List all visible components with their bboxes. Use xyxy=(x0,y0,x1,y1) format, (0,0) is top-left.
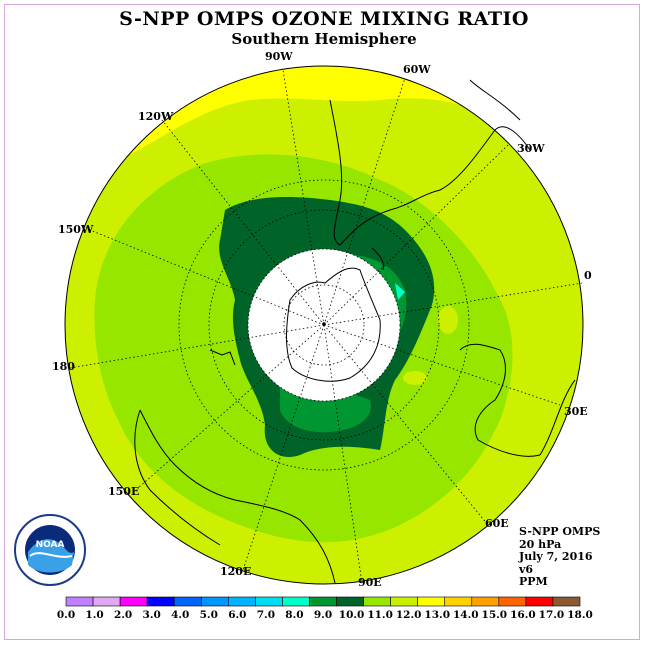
lon-label-0: 0 xyxy=(584,269,592,282)
colorbar-tick-label: 2.0 xyxy=(114,609,132,621)
lon-label-60w: 60W xyxy=(403,63,431,76)
colorbar-tick-label: 14.0 xyxy=(453,609,479,621)
info-date: July 7, 2016 xyxy=(519,550,593,563)
region-11-12-spot xyxy=(438,306,458,334)
lon-label-120e: 120E xyxy=(220,565,251,578)
colorbar-tick-label: 0.0 xyxy=(57,609,75,621)
colorbar-tick-label: 11.0 xyxy=(367,609,393,621)
antarctica-coast xyxy=(286,267,381,382)
colorbar-tick-label: 6.0 xyxy=(228,609,246,621)
lon-label-150e: 150E xyxy=(108,485,139,498)
colorbar-tick-label: 18.0 xyxy=(567,609,593,621)
info-units: PPM xyxy=(519,575,548,588)
colorbar-tick-label: 15.0 xyxy=(482,609,508,621)
colorbar-swatch xyxy=(390,596,418,607)
colorbar-swatch xyxy=(200,596,229,607)
south-pole xyxy=(322,322,326,326)
colorbar-swatch xyxy=(282,596,310,607)
colorbar-swatch xyxy=(255,596,283,607)
colorbar-tick-label: 4.0 xyxy=(171,609,189,621)
colorbar-tick-label: 17.0 xyxy=(539,609,565,621)
lon-label-30w: 30W xyxy=(517,142,545,155)
noaa-logo: NOAA xyxy=(14,514,86,586)
colorbar-tick-label: 10.0 xyxy=(339,609,365,621)
lon-label-150w: 150W xyxy=(58,223,94,236)
colorbar-swatch xyxy=(444,596,473,607)
map-title: S-NPP OMPS OZONE MIXING RATIO xyxy=(119,8,529,30)
colorbar-swatch xyxy=(417,596,446,607)
lon-label-60e: 60E xyxy=(485,517,509,530)
colorbar-swatch xyxy=(119,596,148,607)
new-zealand xyxy=(209,349,236,366)
colorbar-tick-label: 7.0 xyxy=(257,609,275,621)
colorbar-swatch xyxy=(498,596,527,607)
south-america-coast-2 xyxy=(469,79,521,121)
colorbar-swatch xyxy=(228,596,256,607)
figure-frame xyxy=(4,4,640,640)
lon-label-120w: 120W xyxy=(138,110,174,123)
lon-label-90e: 90E xyxy=(358,576,382,589)
colorbar: 0.0 1.0 2.0 3.0 4.0 5.0 6.0 7.0 8.0 9.0 10.0 11.0 12… xyxy=(57,596,593,621)
colorbar-tick-label: 1.0 xyxy=(85,609,103,621)
africa-coast-2 xyxy=(539,379,576,456)
colorbar-tick-label: 3.0 xyxy=(143,609,161,621)
colorbar-tick-label: 9.0 xyxy=(314,609,332,621)
colorbar-tick-label: 13.0 xyxy=(424,609,450,621)
colorbar-tick-label: 12.0 xyxy=(396,609,422,621)
australia-coast-2 xyxy=(134,409,221,546)
region-7-8 xyxy=(395,283,405,300)
longitude-labels: 90W 60W 30W 0 30E 60E 90E 120E 150E 180 … xyxy=(52,50,592,589)
colorbar-swatch xyxy=(471,596,500,607)
colorbar-tick-label: 16.0 xyxy=(510,609,536,621)
info-version: v6 xyxy=(519,562,534,576)
colorbar-tick-label: 8.0 xyxy=(285,609,303,621)
colorbar-swatch xyxy=(552,596,581,607)
africa-coast xyxy=(459,343,541,457)
info-panel: S-NPP OMPS 20 hPa July 7, 2016 v6 PPM xyxy=(519,525,601,589)
info-instrument: S-NPP OMPS xyxy=(519,525,601,538)
australia-coast xyxy=(139,409,336,584)
graticule xyxy=(69,69,583,584)
map-border xyxy=(64,65,584,585)
lon-label-180: 180 xyxy=(52,360,75,373)
map-subtitle: Southern Hemisphere xyxy=(231,30,417,48)
lon-label-90w: 90W xyxy=(265,50,293,63)
colorbar-swatch xyxy=(309,596,337,607)
lon-label-30e: 30E xyxy=(564,405,588,418)
colorbar-tick-label: 5.0 xyxy=(200,609,218,621)
colorbar-swatch xyxy=(525,596,554,607)
colorbar-swatch xyxy=(363,596,391,607)
noaa-logo-text: NOAA xyxy=(36,540,65,550)
colorbar-swatch xyxy=(65,596,94,607)
colorbar-swatch xyxy=(146,596,175,607)
colorbar-swatch xyxy=(92,596,121,607)
colorbar-swatch xyxy=(336,596,364,607)
antarctic-peninsula xyxy=(371,247,384,271)
region-11-12-spot-2 xyxy=(403,371,427,385)
info-pressure-level: 20 hPa xyxy=(519,537,562,551)
colorbar-swatch xyxy=(173,596,202,607)
